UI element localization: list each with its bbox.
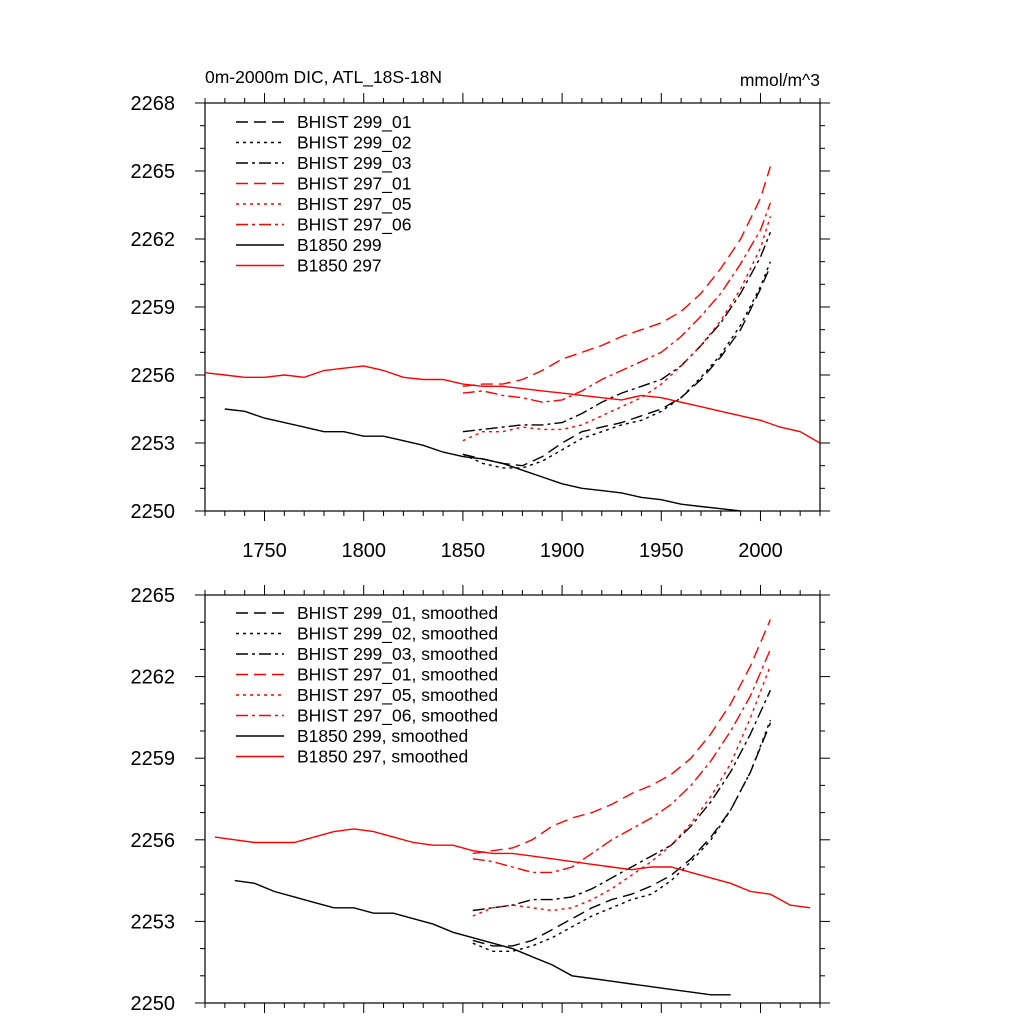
series-line-7 [224,408,741,511]
legend-label: BHIST 299_02 [297,133,411,154]
legend-label: B1850 297, smoothed [297,747,468,767]
y-tick-label: 2256 [131,365,176,387]
legend-label: B1850 299, smoothed [297,726,468,746]
series-lines [214,619,811,996]
series-line-6 [472,649,772,874]
y-tick-label: 2259 [131,297,176,319]
legend-label: BHIST 299_02, smoothed [297,624,498,645]
x-tick-label: 1950 [639,540,684,562]
y-tick-label: 2256 [131,830,176,852]
legend-label: BHIST 297_06 [297,215,411,236]
y-tick-label: 2265 [131,585,176,607]
legend-label: BHIST 297_01, smoothed [297,665,498,686]
y-tick-label: 2253 [131,911,176,933]
y-tick-label: 2253 [131,433,176,455]
plot-frame [204,594,821,1004]
series-line-8 [214,828,811,909]
legend-label: BHIST 299_01, smoothed [297,603,498,624]
legend-label: BHIST 299_03, smoothed [297,644,498,665]
series-line-1 [462,265,772,467]
legend-label: BHIST 299_03 [297,153,411,174]
y-tick-label: 2250 [131,993,176,1015]
x-tick-label: 1750 [242,540,287,562]
legend-label: B1850 297 [297,256,382,276]
y-tick-label: 2268 [131,93,176,115]
chart-title: 0m-2000m DIC, ATL_18S-18N [205,67,442,88]
legend-label: BHIST 299_01 [297,112,411,133]
series-line-2 [472,719,772,952]
series-line-6 [462,202,772,403]
x-tick-label: 1800 [341,540,386,562]
legend-label: BHIST 297_06, smoothed [297,706,498,727]
legend-label: BHIST 297_05, smoothed [297,685,498,706]
y-tick-label: 2259 [131,748,176,770]
panel-1: 1750 1800 1850 1900 1950 2000 2250 2253 2256 2259… [131,93,830,562]
series-line-8 [205,365,820,444]
series-line-4 [472,619,772,855]
legend-label: B1850 299 [297,235,382,255]
y-tick-label: 2250 [131,501,176,523]
legend-label: BHIST 297_01 [297,174,411,195]
series-line-4 [462,166,772,387]
series-line-5 [472,665,772,917]
legend-label: BHIST 297_05 [297,194,411,215]
series-line-1 [472,722,772,947]
series-line-3 [462,231,772,433]
x-tick-label: 2000 [738,540,783,562]
series-line-5 [462,216,772,442]
y-tick-label: 2262 [131,229,176,251]
x-tick-label: 1900 [540,540,585,562]
units-label: mmol/m^3 [740,70,820,90]
x-tick-label: 1850 [441,540,486,562]
series-line-7 [234,879,731,996]
series-lines [205,166,820,511]
series-line-2 [462,261,772,469]
series-line-3 [472,689,772,912]
y-tick-label: 2262 [131,667,176,689]
y-tick-label: 2265 [131,161,176,183]
panel-2: 2250 2253 2256 2259 2262 2265 BHIST 299_01, sm… [131,585,830,1015]
